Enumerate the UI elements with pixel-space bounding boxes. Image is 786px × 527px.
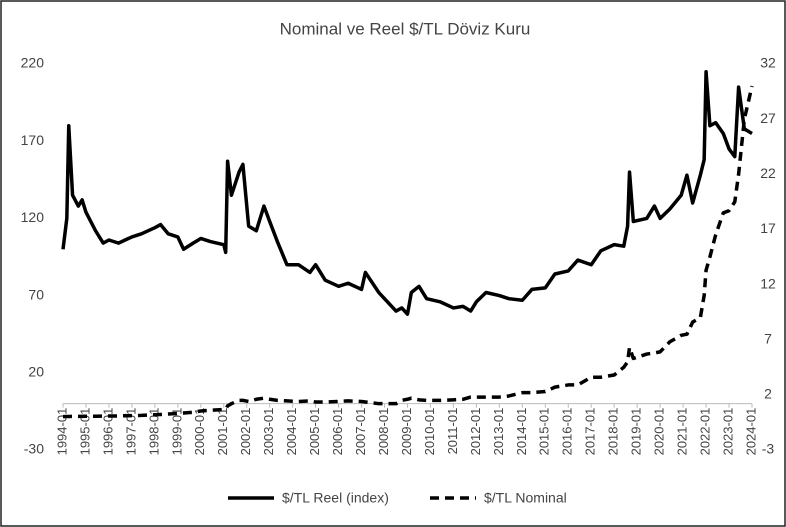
legend-label: $/TL Nominal (484, 490, 567, 506)
x-tick-label: 1996-01 (100, 408, 115, 456)
x-tick-label: 2019-01 (629, 408, 644, 456)
y2-tick-label: 2 (764, 386, 772, 402)
x-tick-label: 2023-01 (720, 408, 735, 456)
x-tick-label: 2013-01 (491, 408, 506, 456)
chart-title: Nominal ve Reel $/TL Döviz Kuru (280, 19, 531, 38)
x-tick-label: 2018-01 (606, 408, 621, 456)
legend-label: $/TL Reel (index) (282, 490, 389, 506)
x-tick-label: 2021-01 (675, 408, 690, 456)
x-tick-label: 2006-01 (330, 408, 345, 456)
x-tick-label: 2002-01 (238, 408, 253, 456)
y2-tick-label: 7 (764, 330, 772, 346)
x-tick-label: 2014-01 (514, 408, 529, 456)
y2-tick-label: -3 (762, 441, 775, 457)
series-line (61, 69, 753, 316)
x-tick-label: 2015-01 (537, 408, 552, 456)
x-tick-label: 2011-01 (445, 408, 460, 455)
x-tick-label: 1998-01 (146, 408, 161, 456)
x-tick-label: 2001-01 (215, 408, 230, 456)
x-tick-label: 2003-01 (261, 408, 276, 456)
x-tick-label: 1994-01 (54, 408, 69, 456)
y2-tick-label: 22 (760, 165, 776, 181)
x-tick-label: 2004-01 (284, 408, 299, 456)
y-tick-label: 120 (21, 209, 45, 225)
x-tick-label: 2007-01 (353, 408, 368, 456)
x-tick-label: 1995-01 (77, 408, 92, 456)
x-tick-label: 2010-01 (422, 408, 437, 456)
y2-tick-label: 12 (760, 275, 776, 291)
y-tick-label: 70 (28, 286, 44, 302)
y-tick-label: -30 (24, 441, 44, 457)
x-tick-label: 2000-01 (192, 408, 207, 456)
x-tick-label: 1997-01 (123, 408, 138, 456)
y-tick-label: 170 (21, 132, 45, 148)
x-tick-label: 2005-01 (307, 408, 322, 456)
x-tick-label: 2012-01 (468, 408, 483, 456)
x-tick-label: 1999-01 (169, 408, 184, 456)
x-tick-label: 2008-01 (376, 408, 391, 456)
y2-tick-label: 17 (760, 220, 776, 236)
x-tick-label: 2022-01 (698, 408, 713, 456)
x-tick-label: 2016-01 (560, 408, 575, 456)
x-tick-label: 2024-01 (743, 408, 758, 456)
x-tick-label: 2009-01 (399, 408, 414, 456)
y-tick-label: 220 (21, 55, 45, 71)
y2-tick-label: 32 (760, 55, 776, 71)
x-tick-label: 2020-01 (652, 408, 667, 456)
y-tick-label: 20 (28, 364, 44, 380)
y2-tick-label: 27 (760, 110, 776, 126)
x-tick-label: 2017-01 (583, 408, 598, 456)
